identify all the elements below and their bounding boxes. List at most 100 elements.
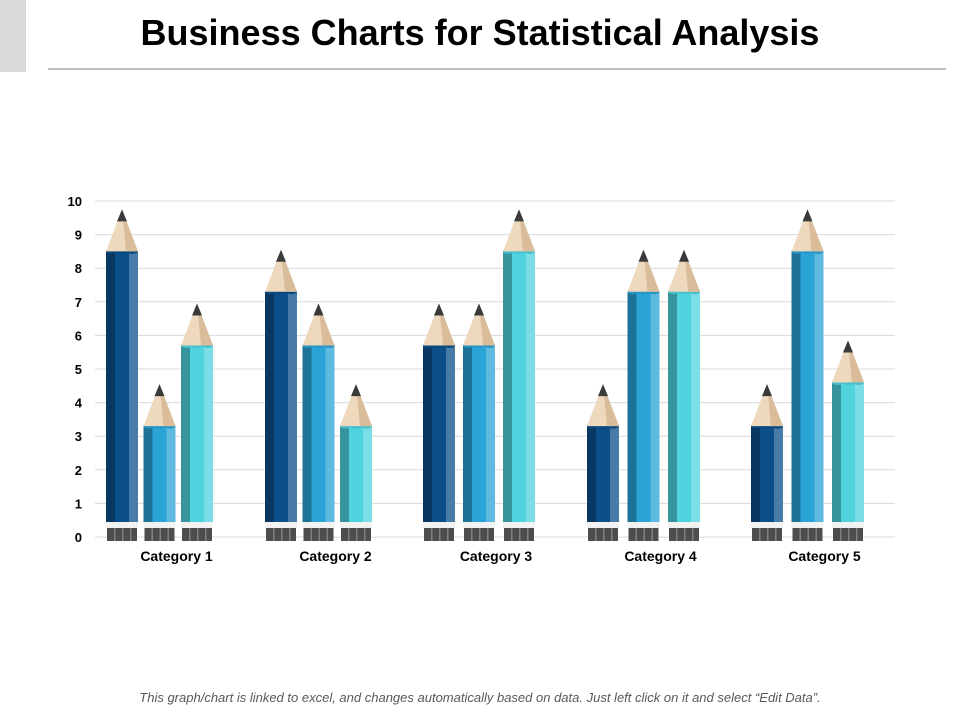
pencil-ferrule-line	[167, 528, 169, 541]
pencil-band	[668, 522, 700, 528]
pencil-facet	[340, 426, 349, 522]
pencil-ferrule-line	[603, 528, 605, 541]
pencil-ferrule-line	[519, 528, 521, 541]
pencil-ferrule-line	[447, 528, 449, 541]
pencil-lead	[514, 209, 524, 222]
pencil-ferrule-line	[189, 528, 191, 541]
pencil-ferrule-line	[197, 528, 199, 541]
y-tick-label: 9	[75, 228, 82, 243]
pencil-facet	[587, 426, 596, 522]
pencil-ferrule-line	[479, 528, 481, 541]
pencil-ferrule-line	[684, 528, 686, 541]
pencil-facet	[503, 251, 512, 522]
pencil-bar-chart: 0 1 2 3 4 5 6 7 8 9 10 Category 1 Category 2 Category…	[68, 194, 895, 564]
pencil-lead	[276, 249, 286, 262]
pencil-lead	[434, 303, 444, 316]
pencil-facet	[774, 426, 783, 522]
pencil-ferrule-line	[471, 528, 473, 541]
footnote: This graph/chart is linked to excel, and…	[139, 690, 821, 705]
pencil-band	[340, 522, 372, 528]
pencil-ferrule-line	[273, 528, 275, 541]
pencil-band	[181, 522, 213, 528]
y-tick-label: 6	[75, 328, 82, 343]
pencil-band	[106, 522, 138, 528]
pencil-ferrule-line	[326, 528, 328, 541]
pencil-facet	[288, 291, 297, 522]
pencil-ferrule-line	[289, 528, 291, 541]
pencil-lead	[843, 340, 853, 353]
pencil-facet	[106, 251, 115, 522]
pencil-facet	[650, 291, 660, 522]
pencil-ferrule-line	[431, 528, 433, 541]
pencil-ferrule-line	[807, 528, 809, 541]
pencil-facet	[143, 426, 153, 522]
pencil-ferrule-line	[356, 528, 358, 541]
pencil-facet	[446, 345, 455, 522]
pencil-ferrule-line	[114, 528, 116, 541]
pencil-facet	[325, 345, 335, 522]
pencil-band	[302, 522, 335, 528]
pencil-band	[423, 522, 455, 528]
pencil-ferrule-line	[759, 528, 761, 541]
pencil-facet	[181, 345, 190, 522]
pencil-ferrule-line	[815, 528, 817, 541]
pencil-facet	[265, 291, 274, 522]
pencil-facet	[668, 291, 677, 522]
pencil-ferrule-line	[635, 528, 637, 541]
pencil-lead	[474, 303, 484, 316]
pencil-ferrule-line	[643, 528, 645, 541]
title-divider	[48, 68, 946, 70]
pencil-ferrule-line	[205, 528, 207, 541]
pencil-facet	[129, 251, 138, 522]
pencil-band	[751, 522, 783, 528]
page-title: Business Charts for Statistical Analysis	[140, 12, 820, 53]
pencil-ferrule-line	[281, 528, 283, 541]
pencil-ferrule-line	[775, 528, 777, 541]
pencil-ferrule-line	[511, 528, 513, 541]
pencil-ferrule-line	[799, 528, 801, 541]
x-category-label: Category 2	[299, 548, 372, 564]
pencil-band	[587, 522, 619, 528]
x-category-label: Category 4	[624, 548, 697, 564]
pencil-facet	[855, 382, 864, 522]
pencil-ferrule-line	[439, 528, 441, 541]
pencil-ferrule-line	[122, 528, 124, 541]
pencil-ferrule-line	[130, 528, 132, 541]
pencil-ferrule-line	[611, 528, 613, 541]
pencil-facet	[486, 345, 495, 522]
pencil-facet	[832, 382, 841, 522]
pencil-ferrule-line	[364, 528, 366, 541]
y-tick-label: 0	[75, 530, 82, 545]
pencil-band	[503, 522, 535, 528]
x-category-label: Category 5	[788, 548, 861, 564]
pencil-facet	[610, 426, 619, 522]
x-category-label: Category 1	[140, 548, 213, 564]
x-category-label: Category 3	[460, 548, 533, 564]
y-tick-label: 10	[68, 194, 82, 209]
pencil-lead	[192, 303, 202, 316]
y-tick-label: 2	[75, 463, 82, 478]
pencil-facet	[302, 345, 312, 522]
pencil-lead	[351, 384, 361, 397]
pencil-facet	[751, 426, 760, 522]
pencil-facet	[204, 345, 213, 522]
pencil-facet	[627, 291, 637, 522]
pencil-facet	[463, 345, 472, 522]
pencil-facet	[526, 251, 535, 522]
y-tick-label: 7	[75, 295, 82, 310]
pencil-ferrule-line	[676, 528, 678, 541]
pencil-ferrule-line	[848, 528, 850, 541]
y-tick-label: 3	[75, 429, 82, 444]
pencil-facet	[814, 251, 824, 522]
pencil-band	[143, 522, 176, 528]
pencil-ferrule-line	[767, 528, 769, 541]
pencil-ferrule-line	[651, 528, 653, 541]
pencil-lead	[117, 209, 127, 222]
pencil-ferrule-line	[318, 528, 320, 541]
pencil-ferrule-line	[487, 528, 489, 541]
pencil-ferrule-line	[348, 528, 350, 541]
pencil-ferrule-line	[595, 528, 597, 541]
pencil-lead	[638, 249, 649, 262]
y-tick-label: 8	[75, 261, 82, 276]
pencil-lead	[762, 384, 772, 397]
